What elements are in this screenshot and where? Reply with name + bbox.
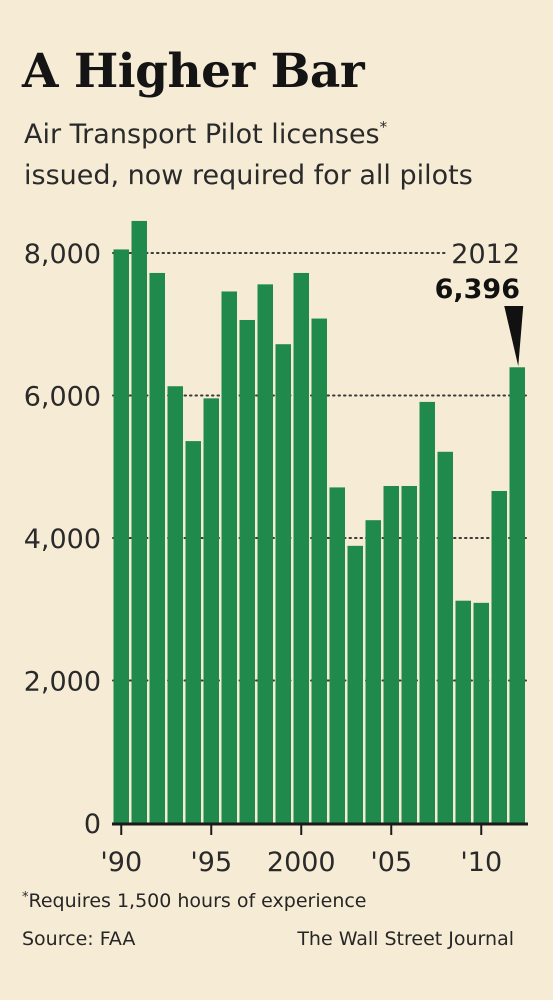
bar-2002 xyxy=(329,487,345,823)
bar-2008 xyxy=(437,451,453,823)
subtitle-asterisk: * xyxy=(379,118,388,136)
annotation-year-label: 2012 xyxy=(451,239,520,270)
bar-1990 xyxy=(113,249,129,823)
chart-title: A Higher Bar xyxy=(22,44,365,99)
bar-2011 xyxy=(491,490,507,823)
bar-2005 xyxy=(383,485,399,823)
y-tick-label-0: 0 xyxy=(84,809,101,840)
bar-1992 xyxy=(149,272,165,823)
annotation-2012: 2012 6,396 xyxy=(435,239,524,367)
bar-1999 xyxy=(275,344,291,823)
bar-2006 xyxy=(401,485,417,823)
x-tick-label-'90: '90 xyxy=(100,847,142,878)
x-tick-label-2000: 2000 xyxy=(267,847,336,878)
y-tick-label-2,000: 2,000 xyxy=(24,667,101,698)
footnote-asterisk: * xyxy=(22,890,29,905)
y-tick-label-8,000: 8,000 xyxy=(24,239,101,270)
bar-chart: 0 2,000 4,000 6,000 8,000 '90 '95 2000 '05 '10 2… xyxy=(24,220,528,878)
bar-1995 xyxy=(203,398,219,823)
bar-1991 xyxy=(131,220,147,823)
x-axis-ticks: '90 '95 2000 '05 '10 xyxy=(100,825,502,878)
x-tick-label-'05: '05 xyxy=(370,847,412,878)
annotation-value-label: 6,396 xyxy=(435,274,520,305)
bar-2007 xyxy=(419,401,435,823)
chart-subtitle-line2: issued, now required for all pilots xyxy=(24,160,473,191)
y-tick-label-4,000: 4,000 xyxy=(24,524,101,555)
source-note: Source: FAA xyxy=(22,928,136,950)
bar-2004 xyxy=(365,520,381,823)
bar-1998 xyxy=(257,284,273,824)
publisher-credit: The Wall Street Journal xyxy=(297,928,514,950)
y-axis-tick-labels: 0 2,000 4,000 6,000 8,000 xyxy=(24,239,101,840)
chart-subtitle-line1: Air Transport Pilot licenses* xyxy=(24,118,388,150)
y-tick-label-6,000: 6,000 xyxy=(24,382,101,413)
bar-1993 xyxy=(167,386,183,823)
annotation-pointer xyxy=(504,306,524,367)
bars xyxy=(113,220,525,824)
bar-2009 xyxy=(455,600,471,823)
bar-2000 xyxy=(293,272,309,823)
bar-1994 xyxy=(185,441,201,823)
bar-2003 xyxy=(347,545,363,823)
gridlines xyxy=(112,252,527,682)
bar-2012 xyxy=(509,367,525,823)
bar-1996 xyxy=(221,291,237,824)
bar-2010 xyxy=(473,602,489,823)
bar-2001 xyxy=(311,318,327,823)
bar-1997 xyxy=(239,319,255,823)
x-tick-label-'95: '95 xyxy=(190,847,232,878)
footnote: *Requires 1,500 hours of experience xyxy=(22,890,367,912)
x-tick-label-'10: '10 xyxy=(460,847,502,878)
